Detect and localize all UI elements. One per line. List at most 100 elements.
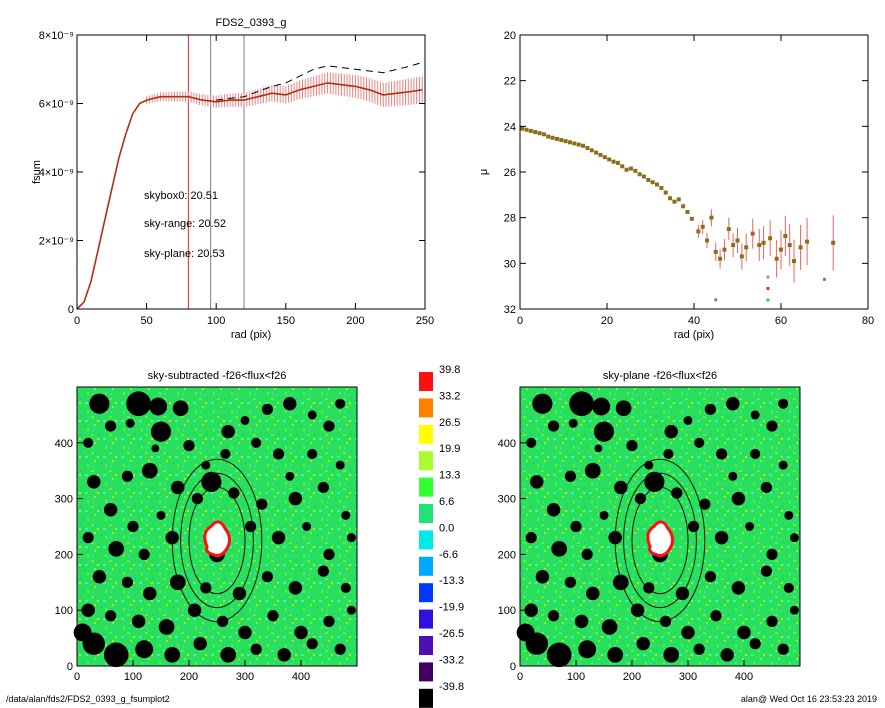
data-point	[572, 141, 577, 146]
data-point	[546, 134, 551, 139]
image-title: sky-subtracted -f26<flux<f26	[148, 370, 287, 382]
masked-source	[341, 510, 351, 520]
masked-source	[87, 475, 101, 489]
y-tick-label: 28	[504, 213, 516, 225]
masked-source	[612, 574, 629, 591]
data-point	[628, 166, 633, 171]
x-tick-label: 80	[862, 315, 874, 327]
masked-source	[581, 548, 593, 561]
colorbar-label: -26.5	[439, 628, 464, 640]
data-point	[726, 227, 731, 232]
masked-source	[105, 610, 117, 622]
masked-source	[335, 460, 345, 470]
masked-source	[745, 522, 755, 531]
masked-source	[526, 437, 537, 448]
masked-source	[584, 462, 601, 479]
masked-source	[664, 424, 678, 439]
masked-source	[335, 398, 346, 409]
masked-source	[151, 444, 160, 453]
masked-source	[760, 565, 773, 577]
masked-source	[250, 643, 262, 655]
masked-source	[548, 420, 560, 432]
colorbar-label: 0.0	[439, 522, 454, 534]
data-point	[766, 275, 770, 279]
data-point	[676, 197, 681, 202]
masked-source	[240, 416, 250, 425]
masked-source	[126, 391, 151, 417]
data-point	[615, 160, 620, 165]
masked-source	[220, 448, 231, 459]
masked-source	[346, 605, 356, 615]
colorbar-swatch	[419, 372, 433, 391]
masked-source	[789, 533, 799, 543]
masked-source	[323, 548, 335, 561]
y-tick-label: 2×10⁻⁹	[39, 236, 74, 248]
data-point	[537, 131, 542, 136]
masked-source	[238, 625, 252, 640]
masked-source	[73, 623, 92, 642]
data-point	[607, 157, 612, 162]
masked-source	[546, 642, 572, 668]
colorbar-swatch	[419, 556, 433, 576]
masked-source	[525, 532, 537, 544]
masked-source	[784, 510, 794, 520]
data-point	[602, 155, 607, 160]
masked-source	[688, 520, 700, 533]
masked-source	[778, 460, 788, 470]
masked-source	[548, 610, 560, 622]
data-point	[637, 172, 642, 177]
masked-source	[564, 470, 577, 482]
masked-source	[82, 532, 94, 544]
y-tick-label: 22	[504, 76, 516, 88]
masked-source	[570, 520, 582, 533]
masked-source	[288, 491, 303, 506]
masked-source	[663, 448, 674, 459]
masked-source	[288, 581, 303, 595]
x-tick-label: 200	[180, 671, 198, 683]
masked-source	[294, 625, 308, 640]
masked-source	[569, 391, 594, 417]
data-point	[774, 256, 779, 261]
masked-source	[683, 416, 693, 425]
masked-source	[704, 571, 717, 583]
masked-source	[346, 533, 356, 543]
x-tick-label: 300	[679, 671, 697, 683]
masked-source	[750, 410, 760, 420]
masked-source	[530, 475, 544, 489]
sky-subtracted-image: sky-subtracted -f26<flux<f26 0 100 200 300 40…	[55, 370, 358, 683]
x-tick-label: 0	[74, 315, 80, 327]
masked-source	[778, 398, 789, 409]
x-tick-label: 400	[292, 671, 310, 683]
galaxy-core	[646, 520, 675, 558]
masked-source	[564, 576, 577, 588]
masked-source	[150, 421, 172, 442]
data-point	[533, 130, 538, 135]
masked-source	[693, 643, 705, 655]
data-point	[761, 240, 766, 245]
masked-source	[271, 530, 286, 545]
y-tick-label: 0	[67, 661, 73, 673]
plot-frame	[519, 34, 869, 310]
data-point	[589, 148, 594, 153]
y-axis-label: fsum	[31, 160, 43, 184]
masked-source	[340, 582, 351, 593]
colorbar-label: 26.5	[439, 417, 460, 429]
masked-source	[158, 619, 175, 635]
masked-source	[599, 510, 609, 520]
data-point	[768, 236, 773, 241]
masked-source	[737, 625, 751, 640]
masked-source	[127, 520, 139, 533]
masked-source	[568, 418, 578, 428]
masked-source	[716, 448, 728, 460]
masked-source	[245, 520, 257, 533]
x-tick-label: 400	[735, 671, 753, 683]
colorbar-swatch	[419, 609, 433, 629]
image-frame	[519, 386, 801, 667]
data-point	[766, 298, 770, 302]
masked-source	[546, 503, 561, 517]
masked-source	[200, 582, 212, 594]
x-tick-label: 250	[416, 315, 434, 327]
masked-source	[663, 647, 680, 663]
x-tick-label: 200	[346, 315, 364, 327]
y-tick-label: 6×10⁻⁹	[39, 99, 74, 111]
